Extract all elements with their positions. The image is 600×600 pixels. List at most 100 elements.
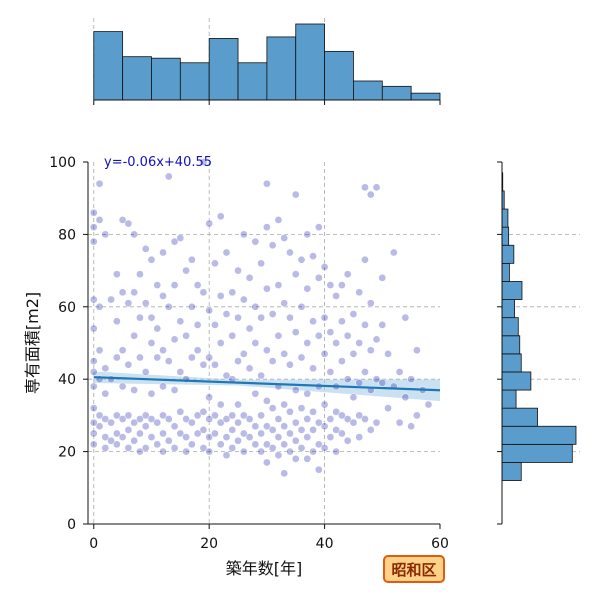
data-point [101,444,110,452]
data-point [274,281,283,289]
data-point [199,288,208,297]
data-point [268,357,277,365]
data-point [228,426,237,434]
data-point [326,281,335,289]
data-point [205,219,214,228]
data-point [355,378,364,387]
data-point [205,306,214,315]
top-hist-bar [179,62,210,101]
right-histogram [497,161,577,525]
data-point [286,429,294,438]
data-point [147,255,156,264]
data-point [176,429,185,438]
data-point [130,288,139,297]
data-point [136,447,144,456]
data-point [101,389,110,398]
data-point [193,281,202,289]
data-point [349,418,358,427]
data-point [320,350,329,358]
data-point [263,422,271,431]
data-point [141,368,150,376]
data-point [95,422,104,431]
data-point [291,386,300,394]
data-point [361,321,369,329]
data-point [291,454,300,463]
data-point [251,389,260,398]
data-point [274,415,283,423]
data-point [326,433,335,441]
top-hist-bar [93,31,124,101]
data-point [361,255,369,264]
data-point [159,429,167,438]
data-point [216,400,225,409]
data-point [338,411,346,420]
data-point [372,183,381,192]
data-point [113,353,121,362]
data-point [326,368,335,376]
data-point [280,299,289,308]
data-point [211,429,219,438]
data-point [164,357,173,365]
right-hist-bar [501,353,522,373]
data-point [280,400,289,409]
data-point [280,440,289,449]
top-histogram [93,23,441,105]
data-point [101,364,110,373]
right-hist-bar [501,371,532,391]
data-point [222,248,231,257]
data-point [141,299,150,308]
data-point [257,371,265,380]
data-point [326,328,335,336]
data-point [268,426,277,434]
data-point [118,346,127,355]
data-point [297,444,306,452]
data-point [211,259,219,268]
data-point [291,436,300,445]
data-point [113,317,121,326]
data-point [107,436,115,445]
data-point [303,454,312,463]
y-tick-label: 60 [58,300,76,316]
data-point [280,350,289,358]
data-point [89,295,98,304]
data-point [130,436,139,445]
data-point [89,208,98,217]
top-hist-bar [208,38,239,101]
data-point [355,339,364,347]
data-point [338,281,346,289]
data-point [361,183,369,192]
data-point [239,350,248,358]
data-point [268,444,277,452]
data-point [199,360,208,369]
data-point [101,230,110,239]
data-point [124,219,133,228]
data-point [234,357,242,365]
data-point [355,411,364,420]
data-point [95,179,104,188]
data-point [349,310,358,318]
data-point [153,324,162,333]
data-point [147,389,156,398]
right-hist-bar [501,335,521,355]
top-hist-bar [324,50,354,101]
data-point [147,313,156,322]
data-point [130,230,139,239]
data-point [130,418,139,427]
data-point [193,429,202,438]
data-point [193,411,202,420]
confidence-band [93,371,440,402]
data-point [170,281,179,289]
data-point [355,433,364,441]
data-point [118,216,127,224]
data-point [257,411,265,420]
data-point [309,447,317,456]
data-point [234,418,242,427]
data-point [205,447,214,456]
data-point [130,386,139,394]
data-point [164,436,173,445]
data-point [257,259,265,268]
y-tick-label: 40 [58,372,76,388]
data-point [303,433,312,441]
data-point [378,378,387,387]
top-hist-bar [237,62,268,101]
